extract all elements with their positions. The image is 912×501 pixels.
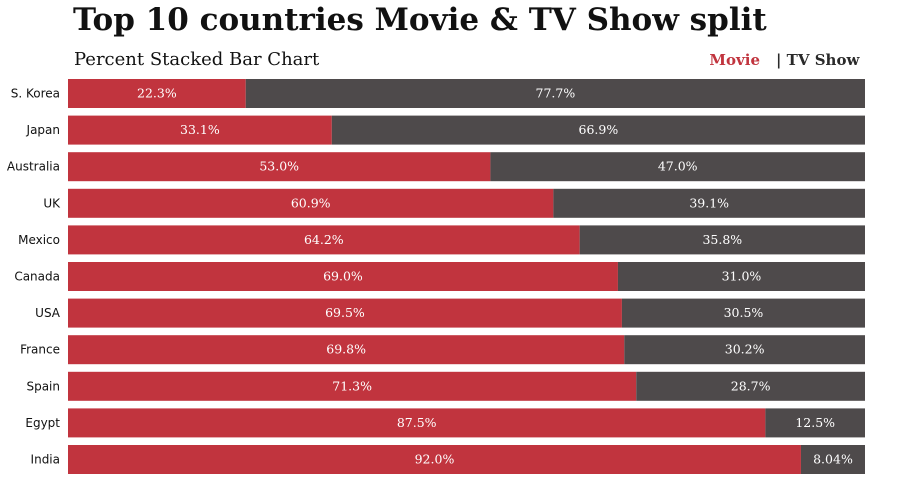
movie-bar [68,335,625,365]
tv-show-value-label: 28.7% [731,378,771,393]
tv-show-value-label: 47.0% [658,159,698,174]
movie-bar [68,298,622,328]
category-label: Australia [7,160,60,174]
movie-bar [68,225,580,255]
movie-bar [68,262,618,291]
movie-value-label: 87.5% [397,415,437,430]
tv-show-bar [579,225,865,255]
tv-show-value-label: 66.9% [579,122,619,137]
legend-movie: Movie [709,51,760,69]
category-label: UK [43,196,61,210]
tv-show-bar [800,445,865,474]
category-label: Spain [26,379,60,393]
chart-subtitle: Percent Stacked Bar Chart [74,49,320,70]
tv-show-value-label: 35.8% [702,232,742,247]
tv-show-bar [245,79,865,108]
tv-show-value-label: 30.5% [724,305,764,320]
movie-value-label: 71.3% [332,378,372,393]
movie-bar [68,445,801,474]
category-label: S. Korea [11,87,60,101]
tv-show-bar [490,152,865,182]
tv-show-bar [636,371,865,401]
tv-show-value-label: 31.0% [722,269,762,284]
tv-show-bar [331,115,865,145]
tv-show-value-label: 8.04% [813,452,853,467]
tv-show-bar [765,408,865,438]
movie-value-label: 69.5% [325,305,365,320]
legend-tv-show: | TV Show [776,51,860,69]
movie-value-label: 92.0% [415,452,455,467]
bar-area: S. Korea 22.3% 77.7% Japan 33.1% 66.9% Austral… [7,79,865,474]
tv-show-bar [553,188,865,218]
tv-show-value-label: 39.1% [689,195,729,210]
tv-show-bar [624,335,865,365]
tv-show-value-label: 12.5% [795,415,835,430]
movie-bar [68,79,246,108]
category-label: Japan [26,123,60,137]
movie-bar [68,115,332,145]
category-label: Egypt [25,416,60,430]
tv-show-bar [621,298,865,328]
category-label: Mexico [18,233,60,247]
tv-show-value-label: 30.2% [725,342,765,357]
category-label: India [31,453,60,467]
chart-title: Top 10 countries Movie & TV Show split [73,2,767,38]
movie-bar [68,188,554,218]
movie-value-label: 22.3% [137,86,177,101]
tv-show-value-label: 77.7% [536,86,576,101]
movie-bar [68,152,491,182]
movie-value-label: 64.2% [304,232,344,247]
category-label: USA [35,306,61,320]
movie-value-label: 69.8% [326,342,366,357]
movie-value-label: 33.1% [180,122,220,137]
category-label: Canada [14,270,60,284]
movie-bar [68,408,766,438]
movie-bar [68,371,637,401]
movie-value-label: 60.9% [291,195,331,210]
tv-show-bar [617,262,865,291]
category-label: France [20,343,60,357]
movie-value-label: 53.0% [259,159,299,174]
movie-value-label: 69.0% [323,269,363,284]
